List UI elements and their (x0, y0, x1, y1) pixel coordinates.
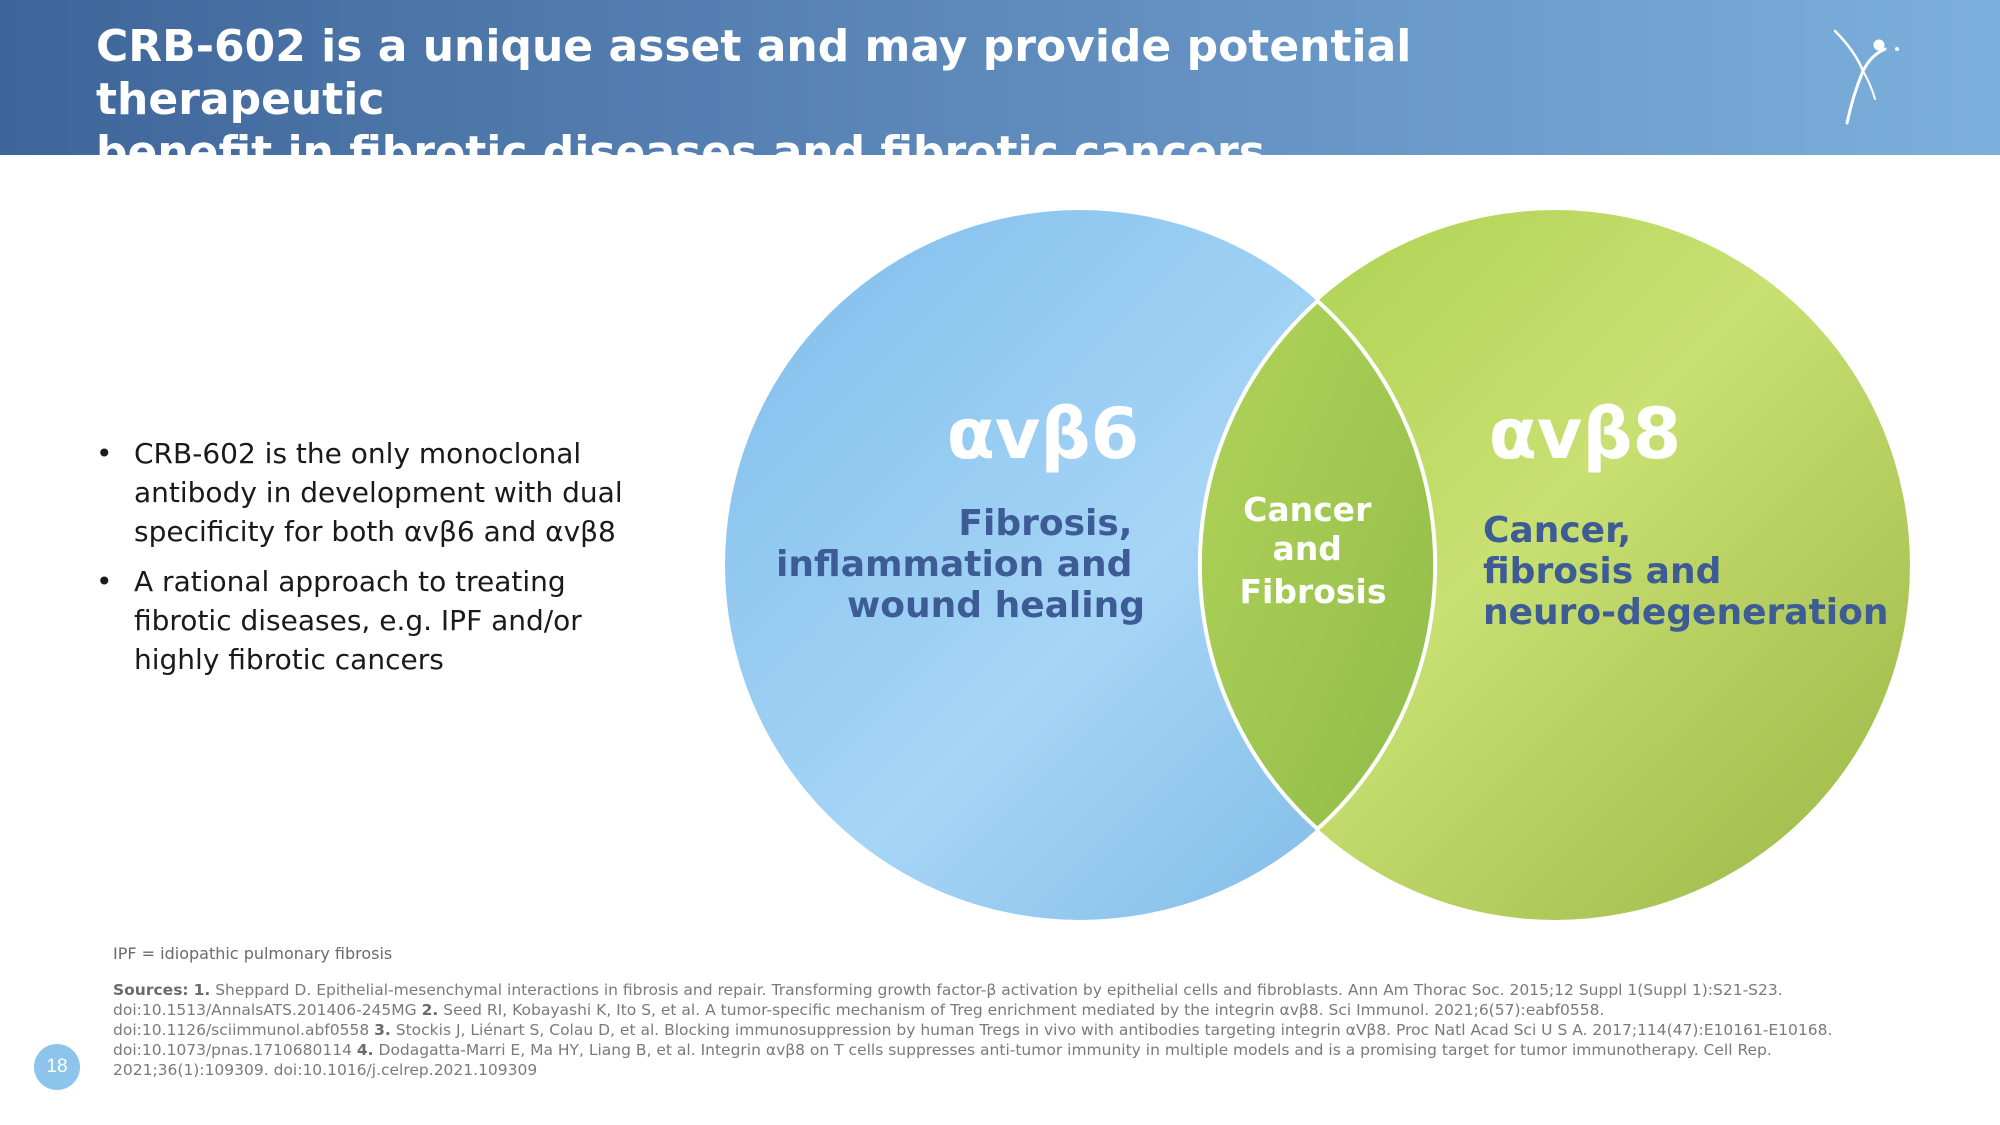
right-label: Cancer, fibrosis and neuro-degeneration (1483, 510, 1888, 633)
title-line-2: benefit in fibrotic diseases and fibroti… (96, 127, 1265, 178)
title-line-1: CRB-602 is a unique asset and may provid… (96, 21, 1412, 125)
overlap-label-line: Fibrosis (1239, 572, 1386, 611)
right-label-line: fibrosis and (1483, 551, 1721, 592)
venn-diagram: αvβ6 Fibrosis, inflammation and wound he… (725, 210, 1910, 920)
sources-label: Sources: (113, 981, 189, 999)
source-text: Seed RI, Kobayashi K, Ito S, et al. A tu… (113, 1001, 1605, 1039)
left-label-line: inflammation and (776, 544, 1132, 585)
right-label-line: neuro-degeneration (1483, 592, 1888, 633)
right-label-line: Cancer, (1483, 510, 1631, 551)
slide-title: CRB-602 is a unique asset and may provid… (96, 20, 1656, 179)
source-number: 4. (356, 1041, 374, 1059)
overlap-label: Cancer and Fibrosis (1239, 490, 1386, 611)
left-label: Fibrosis, inflammation and wound healing (776, 503, 1145, 626)
left-heading: αvβ6 (947, 393, 1140, 475)
source-number: 2. (421, 1001, 439, 1019)
header-banner: CRB-602 is a unique asset and may provid… (0, 0, 2000, 178)
bullet-item: A rational approach to treating fibrotic… (96, 562, 656, 679)
source-text: Dodagatta-Marri E, Ma HY, Liang B, et al… (113, 1041, 1772, 1079)
overlap-label-line: and (1273, 529, 1342, 568)
overlap-label-line: Cancer (1243, 490, 1372, 529)
source-number: 3. (374, 1021, 391, 1039)
abbreviation-footnote: IPF = idiopathic pulmonary fibrosis (113, 944, 393, 963)
left-label-line: Fibrosis, (958, 503, 1132, 544)
right-heading: αvβ8 (1489, 393, 1682, 475)
source-text: Stockis J, Liénart S, Colau D, et al. Bl… (113, 1021, 1833, 1059)
page-number-badge: 18 (34, 1044, 80, 1090)
person-star-logo-icon (1833, 29, 1899, 125)
bullet-list: CRB-602 is the only monoclonal antibody … (96, 434, 656, 690)
source-number: 1. (193, 981, 211, 999)
source-text: Sheppard D. Epithelial-mesenchymal inter… (113, 981, 1783, 1019)
sources-footnote: Sources: 1. Sheppard D. Epithelial-mesen… (113, 980, 1833, 1080)
overlap-lens (1197, 298, 1438, 832)
bullet-item: CRB-602 is the only monoclonal antibody … (96, 434, 656, 551)
left-label-line: wound healing (847, 585, 1145, 626)
